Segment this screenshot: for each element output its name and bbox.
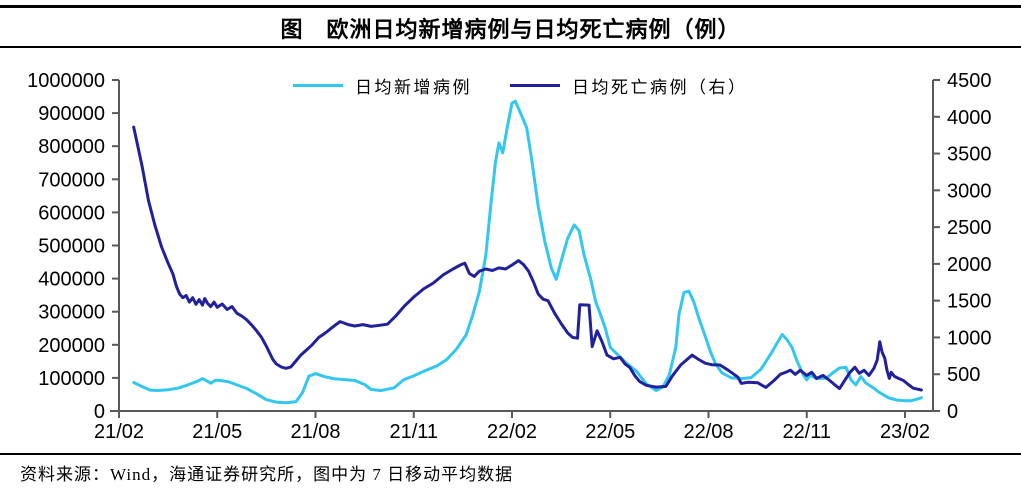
series-line-daily-new-cases xyxy=(132,99,923,405)
title-divider-rule xyxy=(0,46,1021,48)
x-axis-tick-label: 22/05 xyxy=(585,421,635,443)
y-axis-right-tick-label: 3500 xyxy=(947,144,992,166)
x-axis-tick-label: 22/11 xyxy=(782,421,831,443)
x-axis-tick-label: 21/11 xyxy=(389,421,438,443)
x-axis-tick-label: 21/05 xyxy=(192,421,242,443)
y-axis-right-tick-label: 2000 xyxy=(947,254,992,276)
source-note: 资料来源：Wind，海通证券研究所，图中为 7 日移动平均数据 xyxy=(20,465,514,484)
y-axis-right-tick-label: 4500 xyxy=(947,70,992,92)
top-border-rule xyxy=(0,5,1021,8)
y-axis-right-tick-label: 2500 xyxy=(947,217,992,239)
y-axis-left-tick-label: 100000 xyxy=(38,368,105,390)
y-axis-right-tick-label: 4000 xyxy=(947,107,992,129)
y-axis-left-tick-label: 800000 xyxy=(38,136,105,158)
legend-item-deaths: 日均死亡病例（右） xyxy=(510,73,748,98)
x-axis-tick-label: 22/02 xyxy=(487,421,537,443)
y-axis-left-tick-label: 700000 xyxy=(38,169,105,191)
y-axis-right-tick-label: 1500 xyxy=(947,291,992,313)
y-axis-left-tick-label: 500000 xyxy=(38,236,105,258)
series-line-daily-deaths xyxy=(132,125,923,392)
y-axis-left-tick-label: 600000 xyxy=(38,202,105,224)
legend-label-deaths: 日均死亡病例（右） xyxy=(572,78,748,97)
x-axis-tick-label: 21/08 xyxy=(290,421,340,443)
x-axis-tick-label: 23/02 xyxy=(880,421,930,443)
legend-item-new-cases: 日均新增病例 xyxy=(293,73,472,98)
y-axis-left-tick-label: 1000000 xyxy=(27,70,105,92)
y-axis-right-tick-label: 1000 xyxy=(947,327,992,349)
legend-label-new-cases: 日均新增病例 xyxy=(355,78,472,97)
y-axis-left-tick-label: 300000 xyxy=(38,302,105,324)
y-axis-left-tick-label: 0 xyxy=(94,401,105,423)
y-axis-right-tick-label: 3000 xyxy=(947,180,992,202)
y-axis-right-tick-label: 500 xyxy=(947,364,980,386)
legend-line-swatch-new-cases xyxy=(293,83,343,88)
chart-legend: 日均新增病例 日均死亡病例（右） xyxy=(293,73,748,98)
y-axis-left-tick-label: 200000 xyxy=(38,335,105,357)
y-axis-right-tick-label: 0 xyxy=(947,401,958,423)
footer-divider-rule xyxy=(0,453,1021,455)
x-axis-tick-label: 22/08 xyxy=(683,421,733,443)
y-axis-left-tick-label: 900000 xyxy=(38,103,105,125)
legend-line-swatch-deaths xyxy=(510,83,560,88)
x-axis-tick-label: 21/02 xyxy=(94,421,144,443)
y-axis-left-tick-label: 400000 xyxy=(38,269,105,291)
chart-title: 图 欧洲日均新增病例与日均死亡病例（例） xyxy=(280,17,741,42)
